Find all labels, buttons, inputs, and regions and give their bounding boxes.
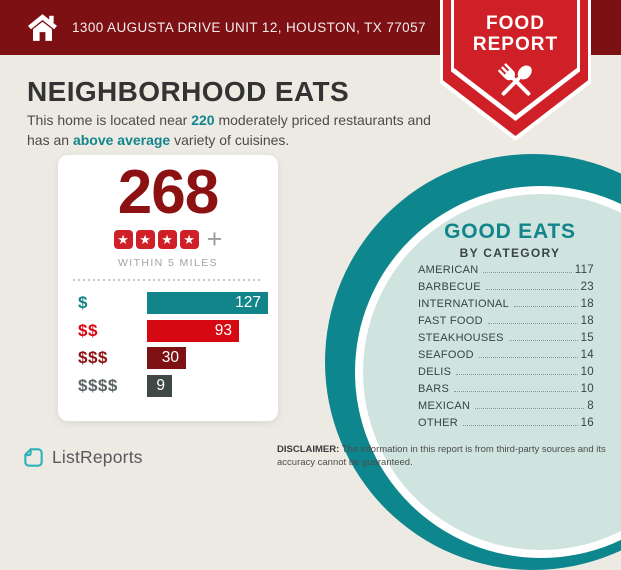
subtitle-text: has an — [27, 131, 73, 148]
category-row: STEAKHOUSES 15 — [418, 332, 594, 349]
category-leader — [456, 374, 578, 375]
category-row: INTERNATIONAL 18 — [418, 298, 594, 315]
category-leader — [483, 272, 572, 273]
category-label: SEAFOOD — [418, 349, 474, 361]
disclaimer-text-line1: The information in this report is from t… — [339, 444, 606, 455]
crossed-utensils-icon — [497, 62, 532, 96]
disclaimer: DISCLAIMER: The information in this repo… — [277, 444, 612, 470]
category-leader — [475, 408, 585, 409]
category-leader — [463, 425, 578, 426]
category-value: 15 — [580, 332, 594, 344]
price-tier-bar: 9 — [147, 374, 172, 397]
star-icon: ★ — [113, 230, 133, 249]
category-value: 23 — [580, 281, 594, 293]
listreports-logo-icon — [24, 448, 43, 467]
category-value: 18 — [580, 315, 594, 327]
subtitle-text: moderately priced restaurants and — [214, 112, 431, 128]
disclaimer-label: DISCLAIMER: — [277, 444, 340, 455]
food-report-badge-content: FOOD REPORT — [443, 0, 588, 108]
category-value: 10 — [580, 366, 594, 378]
category-leader — [454, 391, 578, 392]
category-leader — [508, 340, 578, 341]
category-row: DELIS 10 — [418, 366, 594, 383]
category-row: MEXICAN 8 — [418, 400, 594, 417]
price-tier-row: $$$$ 9 — [78, 374, 278, 397]
rating-stars: ★ ★ ★ ★ + — [58, 224, 278, 254]
price-tier-label: $ — [78, 293, 88, 312]
property-address: 1300 AUGUSTA DRIVE UNIT 12, HOUSTON, TX … — [72, 20, 426, 35]
page-subtitle: This home is located near 220 moderately… — [27, 111, 467, 151]
category-value: 10 — [580, 383, 594, 395]
category-label: OTHER — [418, 417, 458, 429]
variety-highlight: above average — [72, 131, 171, 148]
category-leader — [514, 306, 578, 307]
price-tier-bar: 30 — [147, 347, 186, 369]
dotted-divider — [73, 279, 263, 281]
price-tier-value: 9 — [156, 376, 165, 394]
star-icon: ★ — [135, 230, 155, 249]
price-tier-value: 93 — [214, 321, 232, 339]
category-list: AMERICAN 117 BARBECUE 23 INTERNATIONAL 1… — [418, 264, 594, 434]
category-row: AMERICAN 117 — [418, 264, 594, 281]
category-row: SEAFOOD 14 — [418, 349, 594, 366]
disclaimer-text-line2: accuracy cannot be guaranteed. — [277, 456, 413, 468]
category-label: INTERNATIONAL — [418, 298, 510, 310]
price-tier-label: $$ — [78, 320, 98, 340]
good-eats-title: GOOD EATS — [444, 220, 576, 243]
category-value: 18 — [580, 298, 594, 310]
good-eats-subtitle: BY CATEGORY — [459, 246, 561, 260]
price-tier-label: $$$$ — [78, 375, 118, 395]
good-eats-header: GOOD EATS BY CATEGORY — [405, 220, 615, 260]
category-leader — [485, 289, 578, 290]
subtitle-text: This home is located near — [27, 112, 192, 128]
plus-sign: + — [206, 224, 223, 254]
brand-name: ListReports — [52, 447, 143, 467]
price-tier-value: 30 — [161, 349, 179, 366]
category-label: FAST FOOD — [418, 315, 483, 327]
category-row: FAST FOOD 18 — [418, 315, 594, 332]
category-row: OTHER 16 — [418, 417, 594, 434]
price-tier-bar: 127 — [147, 292, 268, 314]
category-leader — [487, 323, 578, 324]
category-label: STEAKHOUSES — [418, 332, 504, 344]
subtitle-text: variety of cuisines. — [170, 131, 290, 148]
category-value: 8 — [587, 400, 594, 412]
price-tier-label: $$$ — [78, 348, 108, 367]
total-restaurant-count: 268 — [117, 158, 219, 227]
category-value: 117 — [574, 264, 594, 276]
star-icon: ★ — [157, 230, 177, 249]
radius-label: WITHIN 5 MILES — [117, 257, 219, 269]
badge-title-line2: REPORT — [472, 34, 559, 56]
category-label: DELIS — [418, 366, 452, 378]
category-label: MEXICAN — [418, 400, 471, 412]
category-leader — [478, 357, 578, 358]
category-label: AMERICAN — [418, 264, 479, 276]
price-tier-value: 127 — [235, 294, 261, 311]
badge-title-line1: FOOD — [486, 13, 545, 34]
price-tier-row: $$$ 30 — [78, 347, 278, 369]
restaurant-count: 220 — [191, 112, 215, 128]
category-row: BARBECUE 23 — [418, 281, 594, 298]
price-tier-bar-chart: $ 127 $$ 93 $$$ 30 $$$$ 9 — [58, 292, 278, 397]
category-value: 14 — [580, 349, 594, 361]
star-icon: ★ — [179, 230, 199, 249]
price-tier-row: $$ 93 — [78, 319, 278, 342]
price-tier-bar: 93 — [147, 319, 239, 342]
stats-card: 268 ★ ★ ★ ★ + WITHIN 5 MILES $ 127 $$ 93… — [58, 155, 278, 421]
price-tier-row: $ 127 — [78, 292, 278, 314]
category-row: BARS 10 — [418, 383, 594, 400]
house-icon — [28, 14, 57, 41]
category-label: BARS — [418, 383, 450, 395]
listreports-logo: ListReports — [22, 446, 143, 469]
category-label: BARBECUE — [418, 281, 481, 293]
page-title: NEIGHBORHOOD EATS — [27, 76, 350, 107]
category-value: 16 — [580, 417, 594, 429]
